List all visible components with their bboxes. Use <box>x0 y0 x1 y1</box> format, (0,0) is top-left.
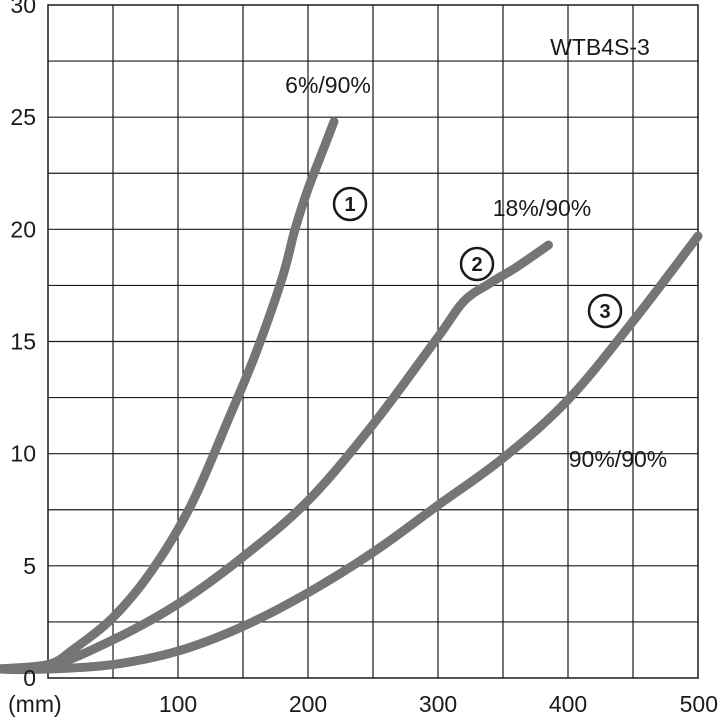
curve-marker-number-3: 3 <box>599 301 610 323</box>
x-axis-unit-label: (mm) <box>8 691 62 717</box>
curve-marker-number-2: 2 <box>471 254 482 276</box>
series-line-3 <box>0 231 703 674</box>
x-tick-label: 500 <box>680 691 718 717</box>
x-tick-label: 300 <box>419 691 457 717</box>
series-label-3: 90%/90% <box>569 446 667 472</box>
curve-marker-ring-1 <box>332 186 368 222</box>
curve-marker-number-1: 1 <box>344 194 355 216</box>
y-tick-label: 5 <box>23 553 36 579</box>
series-line-2 <box>0 240 553 675</box>
series-label-2: 18%/90% <box>493 195 591 221</box>
y-tick-label: 15 <box>10 329 36 355</box>
x-tick-label: 100 <box>159 691 197 717</box>
y-tick-label: 20 <box>10 216 36 242</box>
curve-marker-ring-3 <box>587 293 623 329</box>
y-tick-label: 10 <box>10 441 36 467</box>
grid <box>47 4 699 679</box>
series-label-1: 6%/90% <box>285 72 371 98</box>
model-label: WTB4S-3 <box>550 34 650 60</box>
series-line-1 <box>0 117 339 674</box>
curve-markers: 6%/90% 1 18%/90% 2 90%/90% 3 <box>285 72 667 472</box>
y-tick-label: 0 <box>23 665 36 691</box>
x-tick-label: 400 <box>549 691 587 717</box>
tick-labels: 0 5 10 15 20 25 30 100 200 300 400 500 <box>10 0 718 717</box>
y-tick-label: 25 <box>10 104 36 130</box>
y-tick-label: 30 <box>10 0 36 18</box>
x-tick-label: 200 <box>289 691 327 717</box>
series-group <box>0 117 703 675</box>
curve-marker-ring-2 <box>459 246 495 282</box>
